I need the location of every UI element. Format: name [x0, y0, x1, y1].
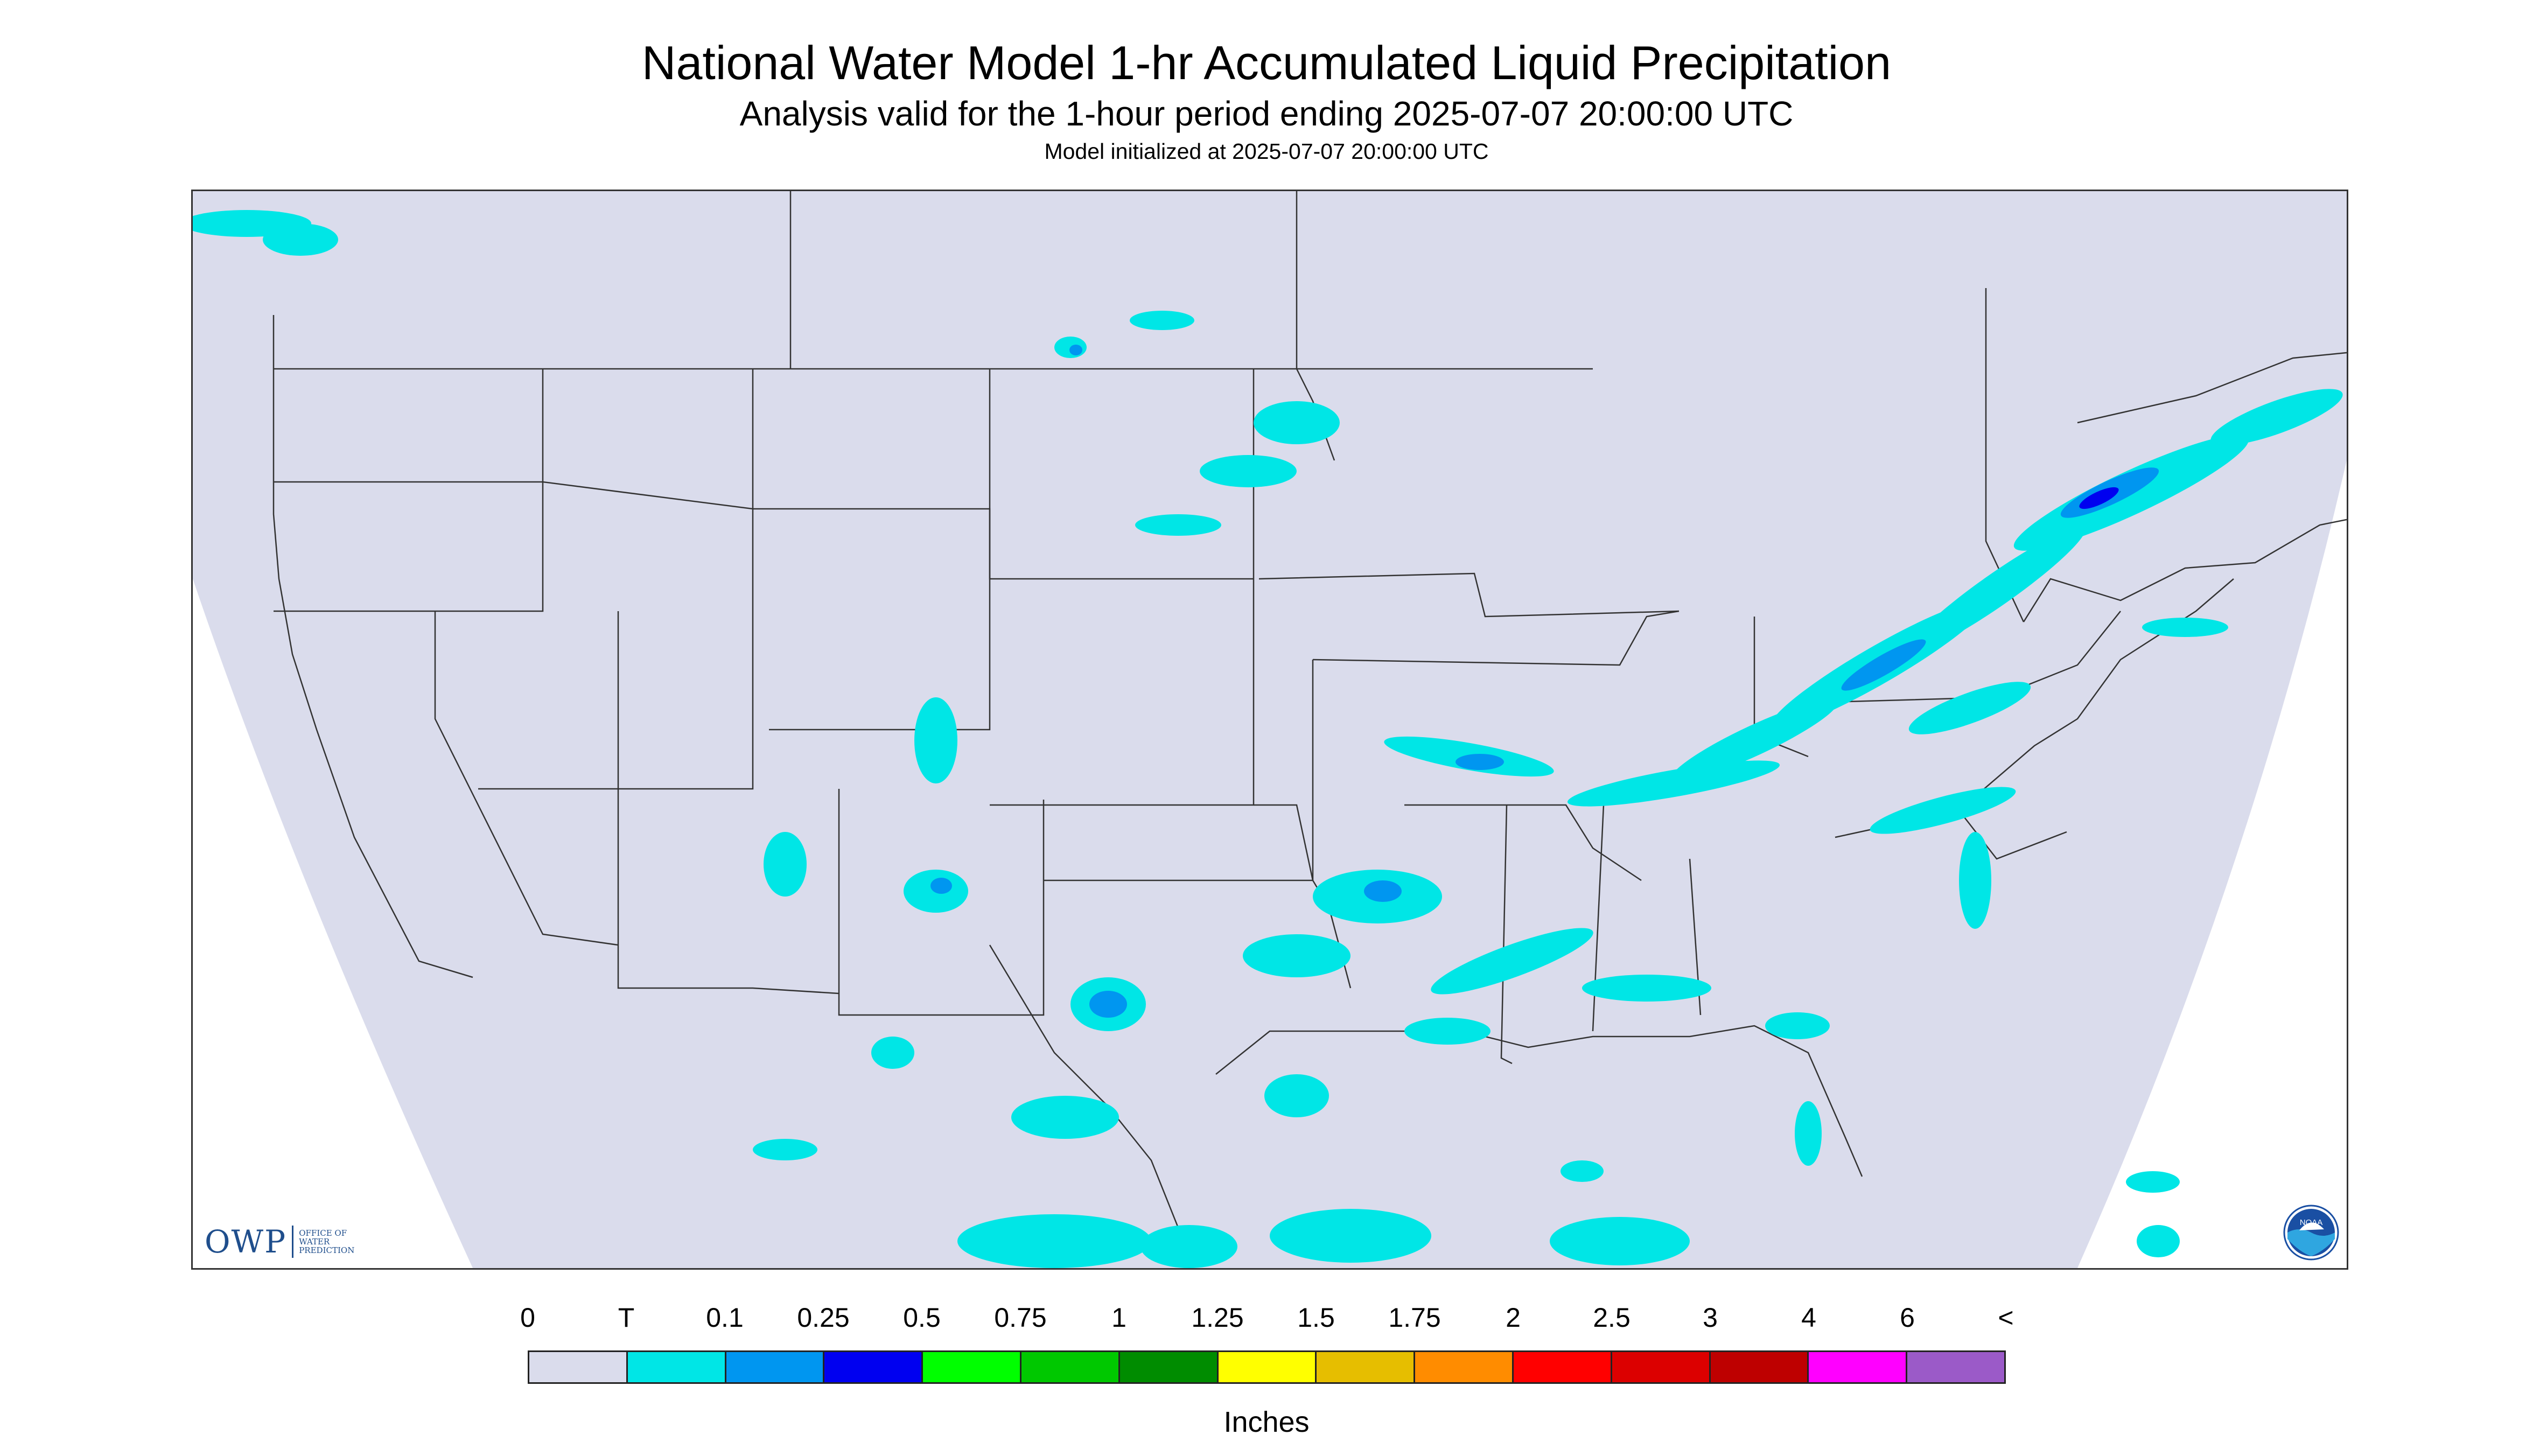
legend-swatch [1021, 1352, 1120, 1382]
legend-tick-label: 0.75 [994, 1303, 1047, 1333]
legend-swatch [1218, 1352, 1317, 1382]
map-domain [193, 191, 2347, 1268]
legend-swatch [1710, 1352, 1809, 1382]
legend-tick-label: 2 [1506, 1303, 1521, 1333]
legend-color-bar [528, 1350, 2006, 1384]
legend-units-label: Inches [1223, 1406, 1310, 1438]
map-title: National Water Model 1-hr Accumulated Li… [641, 36, 1892, 89]
legend-tick-label: 0.5 [903, 1303, 941, 1333]
legend-tick-label: 6 [1900, 1303, 1915, 1333]
owp-logo: OWP Office of Water Prediction [205, 1223, 363, 1261]
legend-tick-label: 1.5 [1297, 1303, 1335, 1333]
legend-swatch [1415, 1352, 1514, 1382]
owp-logo-subtext: Office of Water Prediction [299, 1228, 355, 1255]
legend-swatch [824, 1352, 923, 1382]
legend-tick-label: 0.25 [797, 1303, 850, 1333]
noaa-logo-icon: NOAA [2283, 1205, 2339, 1261]
owp-logo-text: OWP [205, 1223, 287, 1260]
legend-swatch [1907, 1352, 2004, 1382]
legend-swatch [1809, 1352, 1908, 1382]
legend-swatch [923, 1352, 1021, 1382]
legend-swatch [529, 1352, 628, 1382]
legend-tick-labels: 0 T 0.1 0.25 0.5 0.75 1 1.25 1.5 1.75 2 2.5 3 4 6 < [0, 1302, 2533, 1340]
legend-tick-label: 1 [1111, 1303, 1126, 1333]
legend-tick-label: T [618, 1303, 635, 1333]
legend-swatch [627, 1352, 726, 1382]
precipitation-map: OWP Office of Water Prediction NOAA [191, 190, 2348, 1270]
map-canvas [193, 191, 2347, 1268]
map-subtitle: Analysis valid for the 1-hour period end… [739, 94, 1794, 133]
legend-tick-label: < [1998, 1303, 2014, 1333]
legend-tick-label: 0.1 [706, 1303, 744, 1333]
state-boundaries [272, 191, 2347, 1242]
owp-logo-divider [292, 1226, 294, 1258]
legend-tick-label: 3 [1703, 1303, 1718, 1333]
legend-tick-label: 2.5 [1593, 1303, 1631, 1333]
noaa-logo-text: NOAA [2300, 1218, 2323, 1227]
precipitation-cells [193, 210, 2343, 1268]
legend-tick-label: 1.25 [1191, 1303, 1244, 1333]
model-init-line: Model initialized at 2025-07-07 20:00:00… [1044, 139, 1489, 164]
legend-tick-label: 0 [520, 1303, 535, 1333]
legend-swatch [1119, 1352, 1219, 1382]
legend-swatch [726, 1352, 825, 1382]
legend-swatch [1317, 1352, 1416, 1382]
legend-tick-label: 4 [1801, 1303, 1816, 1333]
legend-swatch [1513, 1352, 1612, 1382]
legend-swatch [1612, 1352, 1711, 1382]
legend-tick-label: 1.75 [1388, 1303, 1441, 1333]
